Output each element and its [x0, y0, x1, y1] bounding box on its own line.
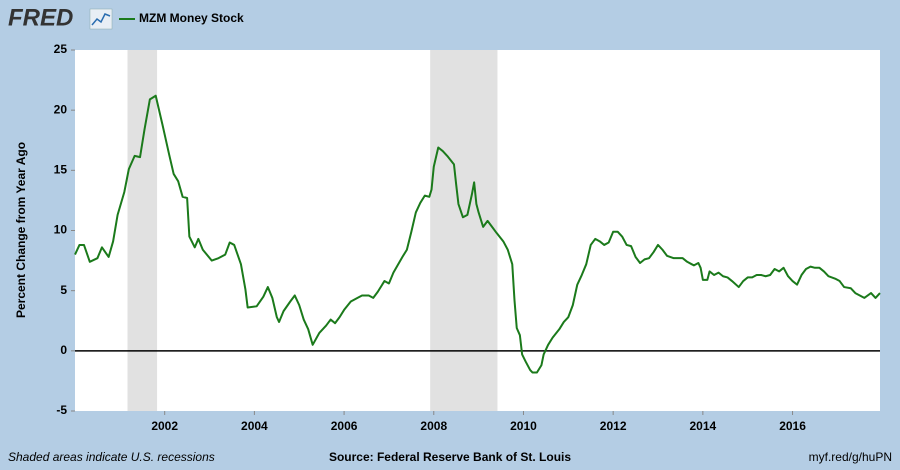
recession-shade [430, 50, 498, 411]
y-axis-label: Percent Change from Year Ago [14, 142, 28, 318]
x-tick-label: 2004 [241, 419, 268, 433]
plot [71, 49, 881, 415]
x-tick-label: 2008 [420, 419, 447, 433]
x-tick-label: 2010 [510, 419, 537, 433]
x-tick-label: 2014 [690, 419, 717, 433]
brand-logo: FRED [8, 4, 73, 31]
y-tick-label: 10 [54, 223, 68, 237]
x-tick-label: 2002 [151, 419, 178, 433]
x-tick-label: 2016 [779, 419, 806, 433]
y-tick-label: 25 [54, 42, 68, 56]
y-tick-label: 5 [60, 283, 67, 297]
brand-icon [89, 8, 113, 30]
x-tick-label: 2006 [331, 419, 358, 433]
link[interactable]: myf.red/g/huPN [809, 450, 892, 464]
legend-label: MZM Money Stock [139, 11, 244, 25]
series-line [74, 94, 881, 374]
x-tick-label: 2012 [600, 419, 627, 433]
y-tick-label: 15 [54, 163, 68, 177]
y-tick-label: -5 [56, 403, 67, 417]
recession-shade [127, 50, 158, 411]
recession-note: Shaded areas indicate U.S. recessions [8, 450, 215, 464]
y-tick-label: 0 [60, 343, 67, 357]
y-tick-label: 20 [54, 102, 68, 116]
source: Source: Federal Reserve Bank of St. Loui… [329, 450, 571, 464]
